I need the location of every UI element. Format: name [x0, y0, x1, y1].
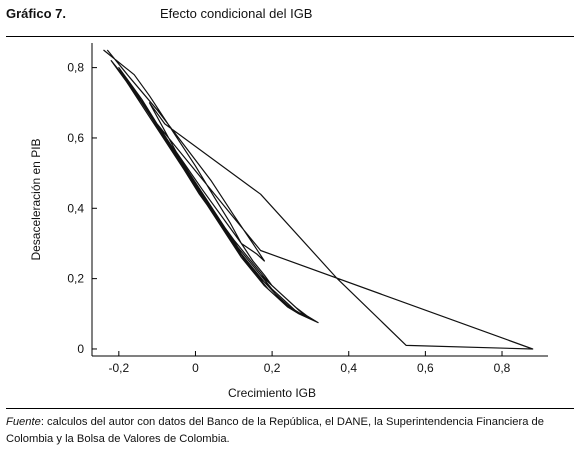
x-axis-label: Crecimiento IGB: [228, 386, 316, 400]
figure-header: Gráfico 7. Efecto condicional del IGB: [6, 4, 574, 30]
figure-title: Efecto condicional del IGB: [160, 6, 313, 21]
x-tick-label: 0,4: [340, 361, 357, 375]
source-text: : calculos del autor con datos del Banco…: [6, 416, 544, 445]
y-tick-label: 0: [77, 342, 84, 356]
x-tick-label: 0,6: [417, 361, 434, 375]
source-note: Fuente: calculos del autor con datos del…: [6, 414, 576, 448]
figure-label: Gráfico 7.: [6, 6, 66, 21]
source-label: Fuente: [6, 416, 41, 428]
plot-frame: [91, 43, 548, 357]
y-tick-label: 0,6: [67, 131, 84, 145]
chart: 0 0,2 0,4 0,6 0,8 -0,2 0 0,2 0,4 0,6 0,8 Desacele…: [29, 43, 548, 400]
bottom-rule: [6, 408, 574, 409]
y-tick-label: 0,2: [67, 272, 84, 286]
x-tick-label: 0: [192, 361, 199, 375]
x-tick-label: -0,2: [108, 361, 129, 375]
series-layer: [103, 49, 534, 350]
y-tick-label: 0,4: [67, 201, 84, 215]
y-tick-label: 0,8: [67, 61, 84, 75]
x-tick-label: 0,8: [494, 361, 511, 375]
x-tick-label: 0,2: [264, 361, 281, 375]
top-rule: [6, 36, 574, 37]
series-line: [103, 49, 534, 350]
y-axis-label: Desaceleración en PIB: [29, 138, 43, 260]
y-axis-ticks: 0 0,2 0,4 0,6 0,8: [67, 61, 97, 356]
x-axis-ticks: -0,2 0 0,2 0,4 0,6 0,8: [108, 351, 511, 375]
